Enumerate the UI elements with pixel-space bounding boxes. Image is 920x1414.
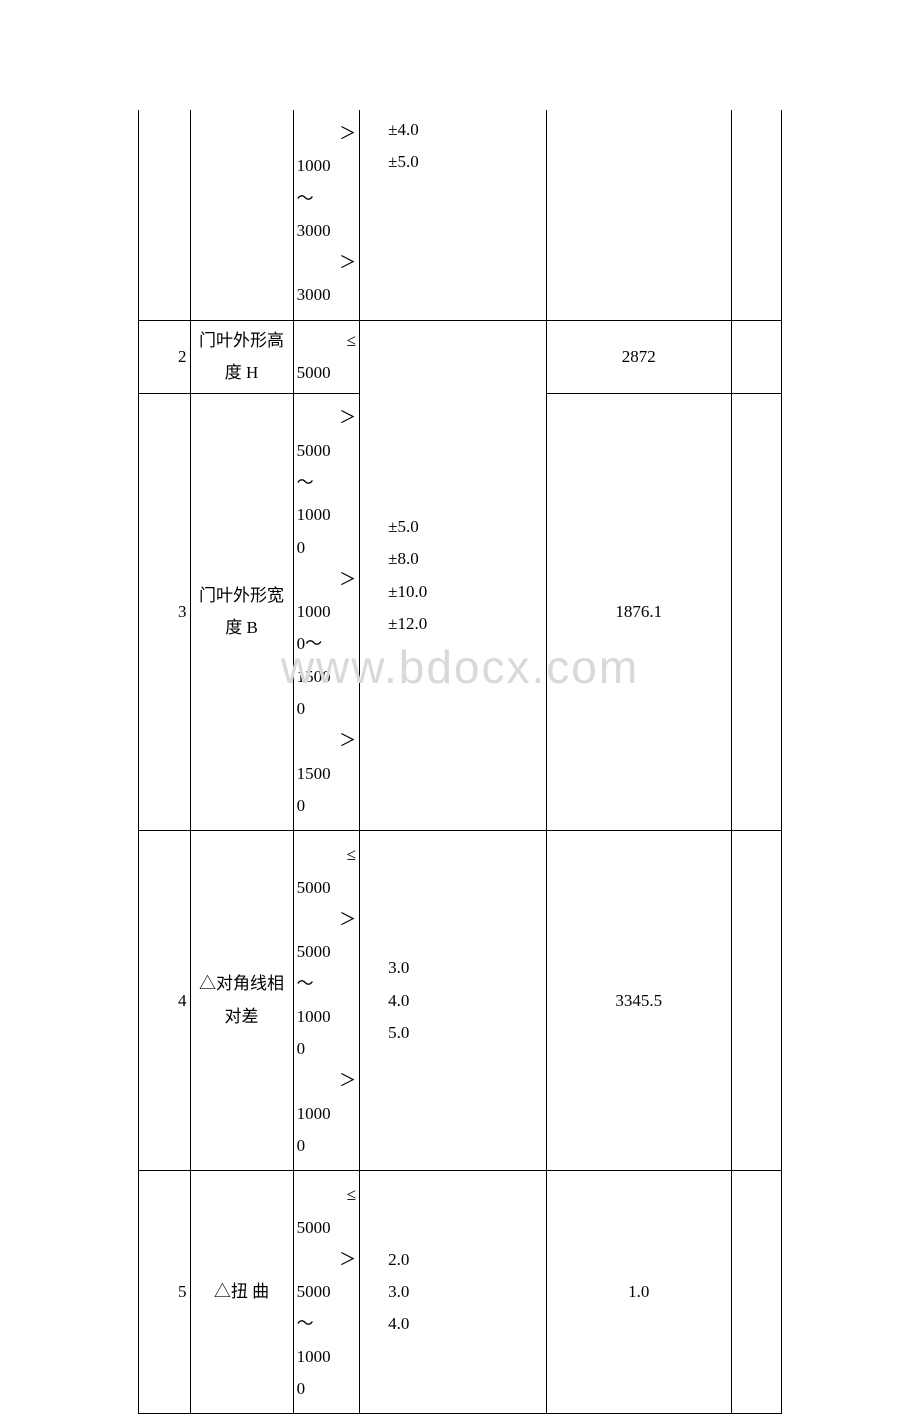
- last-cell: [731, 110, 781, 320]
- page-container: ＞ 1000 ～ 3000 ＞ 3000 ±4.0 ±5.0: [0, 0, 920, 1302]
- range-cell: ＞ 1000 ～ 3000 ＞ 3000: [293, 110, 360, 320]
- range-cell: ≤ 5000: [293, 320, 360, 394]
- last-cell: [731, 831, 781, 1171]
- tolerance-cell: ±4.0 ±5.0: [360, 110, 547, 320]
- row-number: 3: [139, 394, 191, 831]
- value-cell: 2872: [546, 320, 731, 394]
- value-cell: 3345.5: [546, 831, 731, 1171]
- parameter-name: △扭 曲: [190, 1171, 293, 1414]
- table-row: ＞ 1000 ～ 3000 ＞ 3000 ±4.0 ±5.0: [139, 110, 782, 320]
- last-cell: [731, 320, 781, 394]
- tolerance-cell: ±5.0 ±8.0 ±10.0 ±12.0: [360, 320, 547, 830]
- parameter-name: [190, 110, 293, 320]
- range-cell: ≤ 5000 ＞ 5000 ～ 1000 0 ＞ 1000 0: [293, 831, 360, 1171]
- specification-table: ＞ 1000 ～ 3000 ＞ 3000 ±4.0 ±5.0: [138, 110, 782, 1414]
- value-cell: 1.0: [546, 1171, 731, 1414]
- value-cell: [546, 110, 731, 320]
- last-cell: [731, 1171, 781, 1414]
- range-cell: ＞ 5000 ～ 1000 0 ＞ 1000 0～ 1500 0 ＞ 1500 …: [293, 394, 360, 831]
- parameter-name: △对角线相对差: [190, 831, 293, 1171]
- row-number: [139, 110, 191, 320]
- parameter-name: 门叶外形宽度 B: [190, 394, 293, 831]
- range-cell: ≤ 5000 ＞ 5000 ～ 1000 0: [293, 1171, 360, 1414]
- last-cell: [731, 394, 781, 831]
- row-number: 5: [139, 1171, 191, 1414]
- parameter-name: 门叶外形高度 H: [190, 320, 293, 394]
- row-number: 2: [139, 320, 191, 394]
- table-row: 4 △对角线相对差 ≤ 5000 ＞ 5000 ～ 1000 0 ＞ 1000 …: [139, 831, 782, 1171]
- table-row: 5 △扭 曲 ≤ 5000 ＞ 5000 ～ 1000 0 2.0: [139, 1171, 782, 1414]
- tolerance-cell: 3.0 4.0 5.0: [360, 831, 547, 1171]
- value-cell: 1876.1: [546, 394, 731, 831]
- row-number: 4: [139, 831, 191, 1171]
- table-row: 2 门叶外形高度 H ≤ 5000 ±5.0 ±8.0 ±10.0 ±12.0: [139, 320, 782, 394]
- tolerance-cell: 2.0 3.0 4.0: [360, 1171, 547, 1414]
